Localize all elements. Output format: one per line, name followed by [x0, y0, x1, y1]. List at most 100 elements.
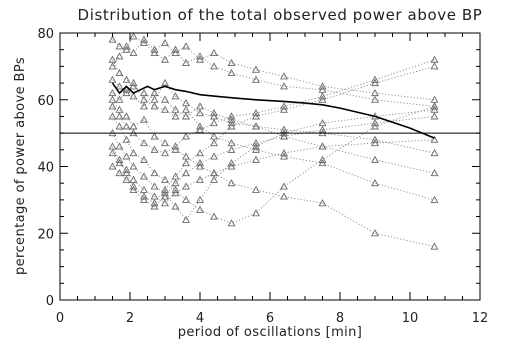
series-10-point-10: [196, 159, 204, 167]
series-2-point-12: [227, 118, 236, 127]
series-4-point-2: [115, 105, 124, 113]
series-5-point-12: [227, 219, 236, 227]
series-10-point-1: [108, 162, 117, 170]
series-8-point-13: [252, 65, 260, 73]
series-2-point-10: [196, 108, 204, 117]
series-5-point-9: [182, 195, 190, 203]
series-11-point-16: [371, 75, 379, 83]
series-9-point-16: [371, 155, 379, 163]
series-1-point-1: [108, 35, 117, 43]
series-11-point-3: [122, 122, 131, 130]
series-2-point-4: [129, 82, 138, 90]
series-1-point-10: [196, 52, 204, 60]
series-11-point-7: [161, 149, 169, 157]
series-11-point-13: [252, 108, 260, 117]
series-4-point-7: [161, 139, 169, 147]
x-tick-label: 10: [402, 311, 419, 326]
series-7-point-2: [115, 155, 124, 163]
x-tick-label: 0: [56, 311, 64, 326]
series-6-point-8: [171, 202, 180, 210]
y-tick-label: 0: [46, 294, 54, 309]
series-3-point-15: [318, 159, 327, 167]
series-8-point-15: [318, 82, 327, 90]
series-11-point-17: [430, 55, 439, 63]
series-1-point-12: [227, 68, 236, 77]
series-2-point-7: [161, 78, 169, 87]
series-12-point-13: [252, 155, 260, 163]
series-line-10: [112, 115, 435, 208]
series-12-point-6: [150, 192, 159, 200]
series-8-point-1: [108, 62, 117, 70]
series-1-point-9: [182, 58, 190, 67]
series-4-point-5: [140, 115, 148, 123]
y-axis-label: percentage of power above BPs: [13, 57, 28, 275]
series-7-point-10: [196, 149, 204, 157]
series-5-point-17: [430, 102, 439, 110]
x-tick-label: 6: [266, 311, 274, 326]
series-1-point-5: [140, 38, 148, 47]
series-7-point-5: [140, 192, 148, 200]
series-3-point-14: [280, 152, 288, 160]
series-6-point-6: [150, 182, 159, 190]
series-8-point-3: [122, 42, 131, 50]
series-8-point-17: [430, 95, 439, 103]
series-3-point-5: [140, 95, 148, 103]
series-4-point-10: [196, 162, 204, 170]
series-10-point-16: [371, 118, 379, 127]
series-11-point-10: [196, 125, 204, 133]
series-3-point-6: [150, 102, 159, 110]
series-10-point-13: [252, 139, 260, 147]
series-11-point-2: [115, 112, 124, 120]
series-10-point-2: [115, 169, 124, 177]
series-7-point-4: [129, 182, 138, 190]
series-12-point-11: [210, 169, 218, 177]
series-9-point-8: [171, 105, 180, 113]
series-10-point-15: [318, 125, 327, 133]
series-4-point-13: [252, 185, 260, 193]
series-4-point-4: [129, 122, 138, 130]
series-7-point-1: [108, 142, 117, 150]
series-12-point-12: [227, 162, 236, 170]
plot-area: [60, 33, 480, 250]
series-9-point-10: [196, 102, 204, 110]
series-2-point-6: [150, 95, 159, 103]
series-12-point-16: [371, 139, 379, 147]
series-line-2: [112, 59, 435, 154]
series-6-point-13: [252, 142, 260, 150]
series-6-point-10: [196, 195, 204, 203]
series-2-point-3: [122, 75, 131, 83]
series-12-point-8: [171, 189, 180, 197]
series-10-point-8: [171, 179, 180, 187]
series-9-point-6: [150, 88, 159, 97]
series-line-8: [112, 39, 435, 101]
series-9-point-17: [430, 169, 439, 177]
series-8-point-14: [280, 72, 288, 80]
x-tick-label: 12: [472, 311, 489, 326]
series-9-point-4: [129, 92, 138, 100]
series-8-point-8: [171, 48, 180, 57]
series-4-point-6: [150, 132, 159, 140]
series-5-point-13: [252, 209, 260, 217]
series-8-point-10: [196, 55, 204, 63]
chart-title: Distribution of the total observed power…: [78, 6, 483, 24]
series-11-point-11: [210, 118, 218, 127]
series-10-point-6: [150, 202, 159, 210]
series-11-point-12: [227, 112, 236, 120]
series-3-point-13: [252, 145, 260, 153]
series-7-point-9: [182, 159, 190, 167]
series-12-point-15: [318, 142, 327, 150]
series-5-point-4: [129, 149, 138, 157]
series-line-9: [112, 89, 435, 174]
series-1-point-7: [161, 55, 169, 63]
series-11-point-15: [318, 92, 327, 100]
series-5-point-6: [150, 169, 159, 177]
series-8-point-7: [161, 38, 169, 47]
series-5-point-14: [280, 182, 288, 190]
series-1-point-6: [150, 48, 159, 57]
mean-line: [111, 82, 435, 139]
series-7-point-16: [371, 78, 379, 87]
series-4-point-14: [280, 192, 288, 200]
series-12-point-5: [140, 185, 148, 193]
series-9-point-11: [210, 108, 218, 117]
